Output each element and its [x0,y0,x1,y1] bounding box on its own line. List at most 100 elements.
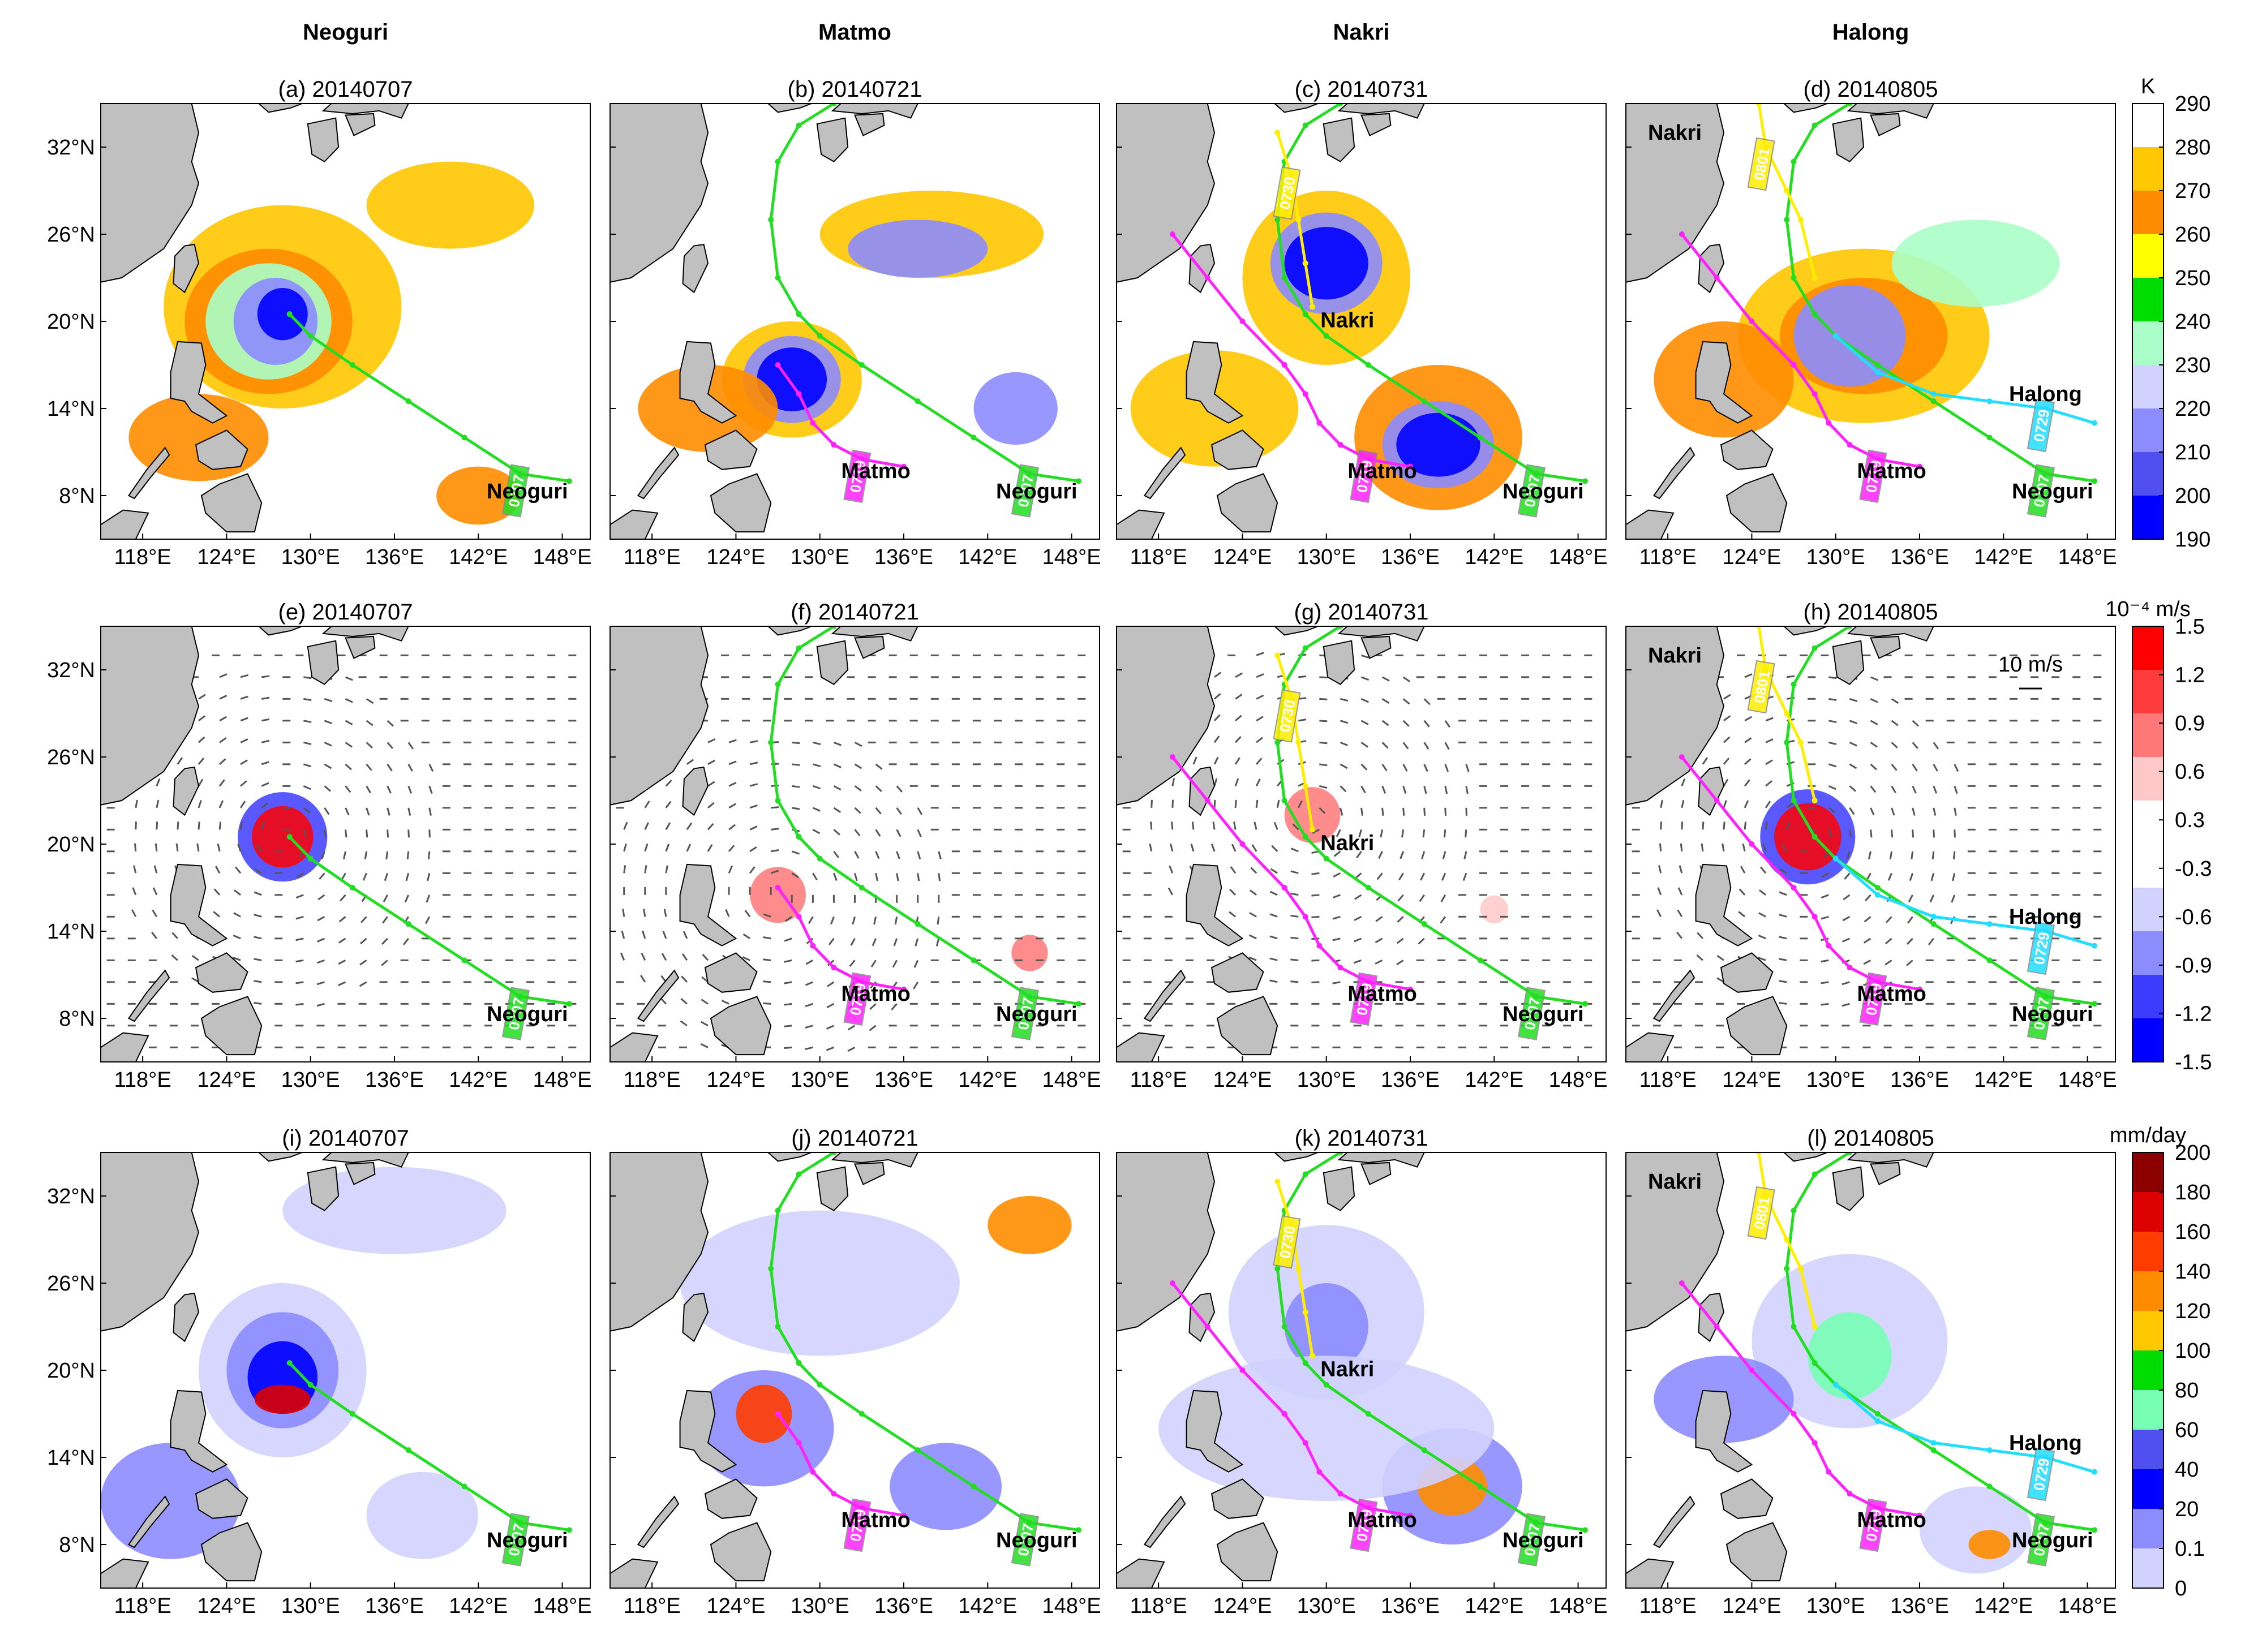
colorbar-tick-label: -0.3 [2175,857,2212,881]
panel-title: (a) 20140707 [278,77,413,102]
wind-arrow [364,851,368,859]
wind-arrow [771,806,779,809]
wind-arrow [1868,851,1871,859]
date-tag-matmo: 0719 [1859,1498,1887,1552]
wind-arrow [784,1025,792,1027]
track-point [901,463,907,470]
wind-arrow [665,801,672,808]
storm-label-nakri: Nakri [1320,1357,1374,1381]
wind-arrow [324,720,333,725]
wind-arrow [1742,843,1746,852]
wind-arrow [1360,763,1368,771]
land [173,243,200,294]
wind-arrow [1234,778,1239,786]
wind-arrow [728,803,736,809]
y-tick-label: 26°N [47,223,95,247]
track-point [2091,1469,2097,1475]
colorbar-segment [2132,1430,2164,1469]
wind-arrow [1744,779,1750,787]
land [173,1292,200,1343]
track-point [2091,1527,2097,1533]
wind-arrow [1441,872,1446,881]
wind-arrow [405,872,410,881]
storm-label-neoguri: Neoguri [487,1003,568,1026]
wind-arrow [1891,763,1898,771]
track-point [1755,626,1762,629]
track-point [1832,1382,1839,1388]
date-tag-box [1859,1498,1887,1552]
land [1626,1152,1725,1332]
track-point [858,362,865,368]
track-neoguri_recurve [1785,1152,1851,1364]
land [1323,117,1355,162]
x-tick-label: 118°E [1130,1068,1187,1092]
land [682,243,709,294]
wind-arrow [1376,872,1383,880]
wind-arrow [1256,652,1264,656]
wind-arrow [1885,937,1892,945]
wind-arrow [154,843,158,851]
land [1216,996,1278,1056]
wind-arrow [681,953,688,961]
wind-arrow [1397,916,1404,923]
land [195,429,248,470]
wind-arrow [749,783,758,787]
track-point [1791,798,1797,803]
track-neoguri_recurve [769,1152,835,1364]
wind-arrow [1907,916,1913,924]
x-tick-label: 124°E [197,1594,256,1618]
wind-arrow [295,915,304,920]
track-point [831,626,837,629]
track-point [1930,914,1937,920]
wind-arrow [1361,654,1370,659]
date-tag-box [501,1513,530,1567]
wind-arrow [770,849,779,853]
y-tick-label: 32°N [47,136,95,160]
track-point [775,885,781,890]
colorbar-tick-label: -1.2 [2175,1002,2212,1026]
wind-arrow [707,802,715,808]
track-point [1812,275,1818,281]
track-neoguri_recurve [769,104,835,315]
wind-arrow [1354,894,1362,900]
colorbar-tick-label: 230 [2175,354,2210,377]
y-tick-label: 14°N [47,397,95,421]
date-tag-box [1517,987,1546,1040]
wind-arrow [254,936,262,940]
wind-arrow [295,937,304,941]
track-point [1477,434,1483,441]
wind-arrow [1353,959,1362,964]
y-tick-label: 14°N [47,1446,95,1470]
wind-arrow [345,807,350,816]
wind-arrow [1231,844,1237,852]
wind-arrow [1269,979,1278,983]
x-tick-label: 136°E [365,1068,424,1092]
wind-arrow [873,917,877,925]
column-title-nakri: Nakri [1333,20,1389,45]
wind-arrow [1290,914,1299,918]
wind-arrow [828,937,835,945]
track-halong [1835,1383,2095,1474]
colorbar-tick-label: 120 [2175,1300,2210,1323]
wind-arrow [233,912,241,918]
wind-arrow [1676,931,1683,939]
column-title-halong: Halong [1832,20,1909,45]
colorbar-segment [2132,1311,2164,1350]
x-tick-label: 118°E [114,1068,171,1092]
wind-arrow [875,851,880,859]
track-matmo_later [1171,756,1286,889]
wind-arrow [913,960,919,968]
land [1870,113,1901,136]
land [831,1152,918,1168]
wind-arrow [219,673,227,678]
x-tick-label: 142°E [958,545,1017,569]
land [1626,509,1675,539]
wind-arrow [1381,676,1390,682]
date-tag-neoguri: 0707 [501,987,530,1040]
colorbar-tick-label: 280 [2175,136,2210,160]
wind-arrow [707,844,713,852]
colorbar-segment [2132,1509,2164,1548]
track-point [775,681,781,687]
